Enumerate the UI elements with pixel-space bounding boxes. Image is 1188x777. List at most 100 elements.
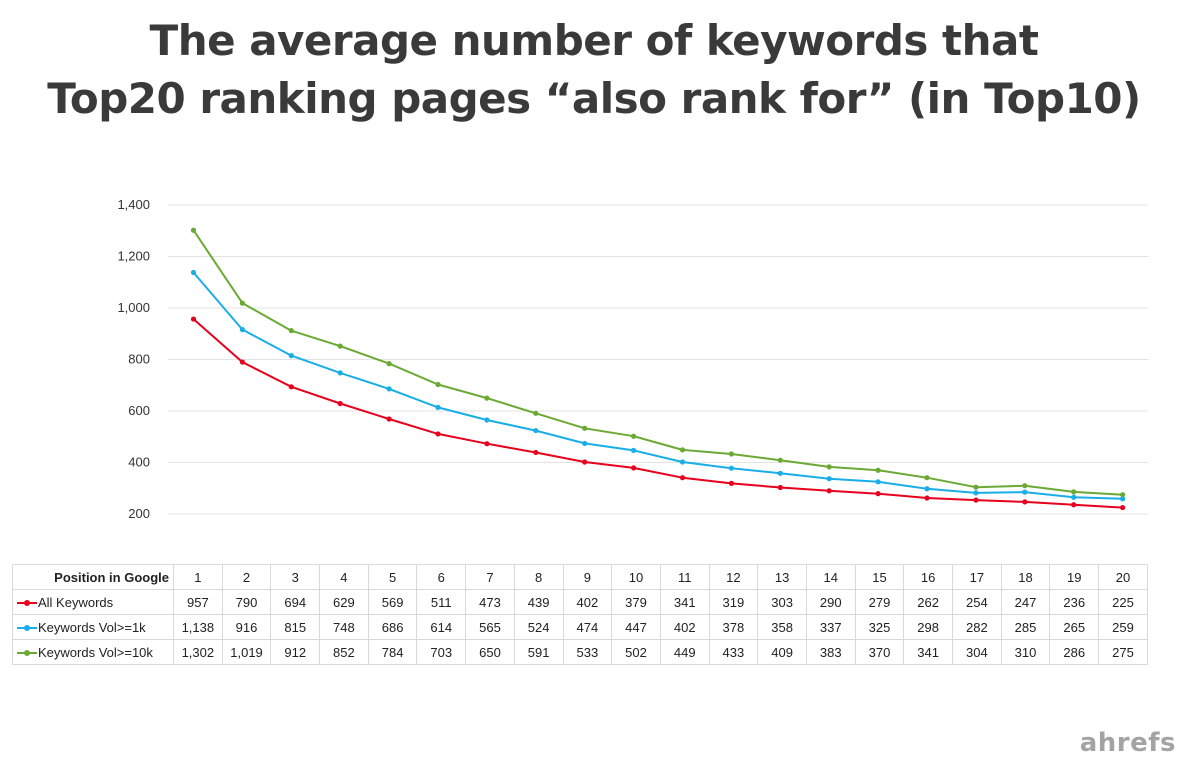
- data-point: [1120, 492, 1126, 498]
- table-cell: 262: [903, 589, 953, 615]
- table-cell: 449: [659, 639, 710, 665]
- table-column-header: 6: [416, 564, 467, 590]
- data-point: [679, 475, 686, 481]
- data-point: [1120, 496, 1126, 502]
- table-column-header: 14: [805, 564, 856, 590]
- data-point: [1022, 489, 1028, 495]
- table-cell: 1,138: [173, 614, 223, 640]
- table-cell: 439: [513, 589, 564, 615]
- legend-entry: Keywords Vol>=1k: [12, 614, 174, 640]
- y-tick-label: 400: [128, 455, 150, 470]
- data-point: [435, 431, 441, 437]
- series-line: [192, 271, 1123, 500]
- table-cell: 358: [757, 614, 807, 640]
- table-cell: 304: [952, 639, 1002, 665]
- data-point: [631, 465, 637, 471]
- table-cell: 748: [319, 614, 369, 640]
- table-column-header: 16: [903, 564, 953, 590]
- data-point: [484, 417, 490, 423]
- data-point: [386, 361, 392, 367]
- chart-title-line-1: The average number of keywords that: [149, 16, 1039, 65]
- table-cell: 912: [270, 639, 321, 665]
- table-row: Keywords Vol>=1k 1,138 916 815 748 686 614 565 5…: [12, 614, 1148, 640]
- data-point: [190, 227, 197, 233]
- legend-label: Keywords Vol>=1k: [38, 619, 146, 635]
- data-point: [533, 449, 539, 456]
- table-cell: 236: [1049, 589, 1100, 615]
- ahrefs-logo: ahrefs: [1079, 728, 1176, 758]
- table-column-header: 12: [708, 564, 759, 590]
- data-point: [435, 381, 441, 388]
- table-cell: 275: [1098, 639, 1148, 665]
- data-point: [631, 447, 637, 453]
- table-cell: 378: [708, 614, 759, 640]
- data-point: [826, 476, 832, 482]
- data-point: [190, 316, 197, 322]
- data-point: [337, 343, 343, 349]
- data-point: [386, 416, 392, 422]
- legend-entry: Keywords Vol>=10k: [12, 639, 174, 665]
- table-cell: 790: [221, 589, 272, 615]
- table-column-header: 20: [1098, 564, 1148, 590]
- data-point: [190, 269, 197, 276]
- data-point: [1071, 494, 1077, 500]
- table-column-header: 13: [757, 564, 807, 590]
- table-column-header: 5: [367, 564, 418, 590]
- table-column-header: 15: [854, 564, 905, 590]
- y-tick-label: 1,000: [117, 300, 150, 315]
- table-cell: 447: [611, 614, 661, 640]
- table-cell: 225: [1098, 589, 1148, 615]
- data-point: [875, 491, 881, 497]
- series-keywords-vol-10k: [190, 227, 1126, 498]
- data-point: [826, 464, 832, 470]
- table-cell: 686: [367, 614, 418, 640]
- data-point: [1071, 502, 1077, 508]
- table-cell: 409: [757, 639, 807, 665]
- table-cell: 533: [562, 639, 613, 665]
- table-cell: 565: [465, 614, 515, 640]
- data-point: [875, 467, 881, 473]
- data-point: [435, 404, 441, 410]
- table-cell: 310: [1000, 639, 1051, 665]
- data-point: [728, 451, 735, 457]
- data-point: [582, 459, 588, 465]
- data-point: [533, 410, 539, 416]
- table-cell: 265: [1049, 614, 1100, 640]
- table-column-header: 4: [319, 564, 369, 590]
- series-keywords-vol-1k: [190, 269, 1126, 502]
- data-point: [924, 475, 930, 481]
- legend-marker-icon: [17, 598, 37, 608]
- table-cell: 341: [659, 589, 710, 615]
- data-point: [631, 433, 637, 439]
- data-point: [239, 327, 245, 333]
- gridlines: [168, 204, 1148, 515]
- table-cell: 629: [319, 589, 369, 615]
- data-point: [728, 465, 735, 471]
- table-column-header: 11: [659, 564, 710, 590]
- data-point: [1120, 504, 1126, 511]
- table-cell: 815: [270, 614, 321, 640]
- table-cell: 337: [805, 614, 856, 640]
- table-column-header: 9: [562, 564, 613, 590]
- table-cell: 473: [465, 589, 515, 615]
- data-point: [973, 490, 979, 496]
- data-point: [777, 484, 783, 491]
- legend-marker-icon: [17, 623, 37, 633]
- data-point: [728, 480, 735, 486]
- series-line: [192, 229, 1123, 496]
- data-point: [288, 328, 294, 334]
- table-column-header: 1: [173, 564, 223, 590]
- table-cell: 511: [416, 589, 467, 615]
- table-column-header: 7: [465, 564, 515, 590]
- table-cell: 703: [416, 639, 467, 665]
- table-row: Keywords Vol>=10k 1,302 1,019 912 852 784 703 6…: [12, 639, 1148, 665]
- table-cell: 341: [903, 639, 953, 665]
- table-header-row: Position in Google 1 2 3 4 5 6 7 8 9 10 11 12 13 14 15…: [12, 564, 1148, 590]
- y-tick-label: 600: [128, 403, 150, 418]
- table-column-header: 8: [513, 564, 564, 590]
- data-point: [875, 479, 881, 485]
- table-cell: 383: [805, 639, 856, 665]
- table-cell: 650: [465, 639, 515, 665]
- data-point: [973, 497, 979, 503]
- table-cell: 433: [708, 639, 759, 665]
